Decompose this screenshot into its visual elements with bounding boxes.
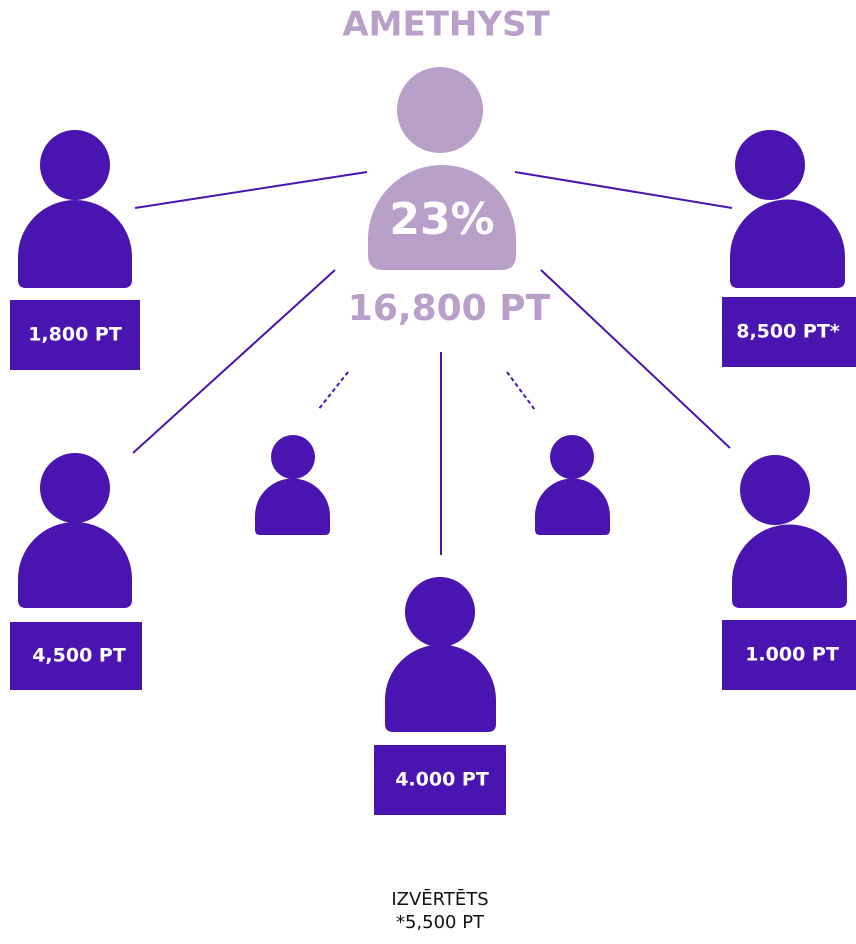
center-points: 16,800 PT: [348, 288, 551, 329]
title: AMETHYST: [342, 5, 550, 45]
connectors: [132, 171, 733, 555]
center-percent: 23%: [389, 194, 494, 245]
small-person: [255, 435, 330, 535]
person: [722, 455, 856, 690]
person: [10, 130, 140, 370]
person: [10, 453, 142, 690]
node-label: 8,500 PT*: [736, 321, 840, 343]
node-label: 1,800 PT: [28, 324, 122, 346]
person: [374, 577, 506, 815]
node-label: 4,500 PT: [32, 645, 126, 667]
person: [722, 130, 856, 367]
small-person: [535, 435, 610, 535]
center-person: [368, 67, 516, 270]
footer-line: *5,500 PT: [396, 912, 485, 933]
footer-line: IZVĒRTĒTS: [391, 888, 488, 910]
node-label: 1.000 PT: [745, 644, 839, 666]
node-label: 4.000 PT: [395, 769, 489, 791]
